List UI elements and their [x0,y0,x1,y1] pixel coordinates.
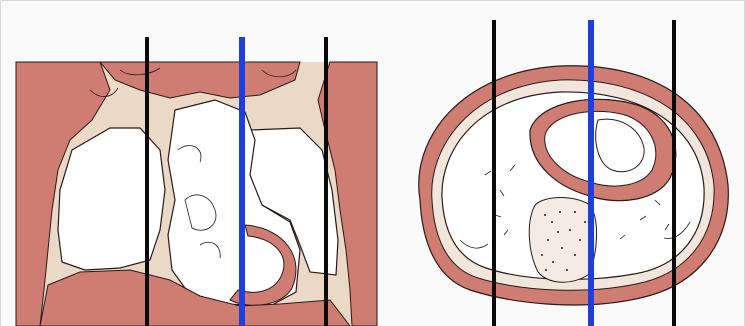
coronal-panel [16,37,377,326]
axial-panel [419,20,729,326]
spine-region [529,198,596,283]
